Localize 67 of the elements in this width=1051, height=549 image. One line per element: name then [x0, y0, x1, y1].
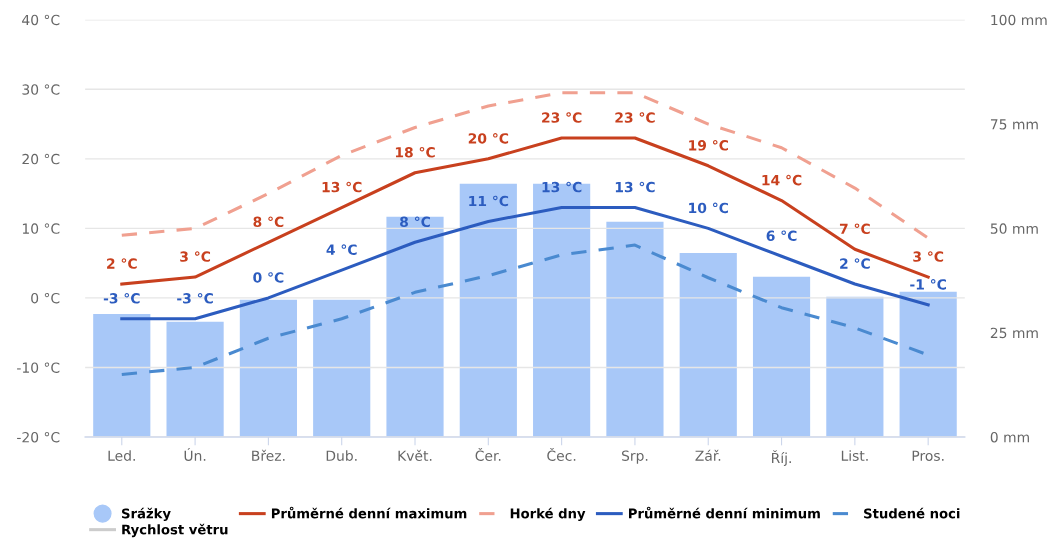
data-label: 2 °C: [840, 258, 870, 269]
data-label: 13 °C: [615, 181, 655, 193]
y2-tick-label: 0 mm: [990, 431, 1029, 443]
y-tick-label: -10 °C: [17, 362, 60, 373]
bar: [606, 221, 664, 437]
x-tick-label: Říj.: [772, 450, 791, 466]
y2-tick-label: 25 mm: [990, 327, 1038, 339]
y-tick-label: 20 °C: [22, 153, 60, 165]
data-label: 2 °C: [107, 258, 137, 269]
data-label: -3 °C: [103, 292, 140, 304]
data-label: 11 °C: [469, 195, 509, 207]
data-label: 3 °C: [913, 251, 944, 262]
data-label: 10 °C: [689, 202, 729, 214]
line-series: [120, 91, 930, 240]
data-label: 0 °C: [253, 272, 284, 283]
y2-tick-label: 100 mm: [991, 14, 1047, 26]
legend-label: Srážky: [121, 507, 171, 522]
data-label: 7 °C: [839, 223, 870, 235]
bar: [166, 321, 224, 437]
x-tick-label: Led.: [108, 450, 135, 461]
data-label: 4 °C: [326, 244, 357, 255]
bar: [533, 183, 591, 437]
data-label: 8 °C: [400, 216, 430, 228]
data-label: 14 °C: [762, 174, 802, 186]
data-label: -3 °C: [177, 292, 213, 304]
x-tick-label: Pros.: [912, 450, 944, 461]
data-label: 3 °C: [180, 251, 211, 262]
y-tick-label: 40 °C: [22, 14, 60, 26]
legend-label: Rychlost větru: [122, 523, 228, 538]
bar: [459, 183, 517, 437]
data-label: 6 °C: [766, 230, 797, 242]
bar: [239, 299, 297, 437]
data-label: 20 °C: [468, 133, 509, 144]
x-tick-label: Čer.: [475, 447, 501, 461]
bar: [679, 253, 737, 437]
bar: [752, 276, 811, 437]
legend-label: Horké dny: [510, 507, 586, 522]
bar: [826, 296, 884, 437]
legend-label: Průměrné denní minimum: [629, 506, 820, 519]
y-tick-label: 30 °C: [22, 84, 60, 95]
data-label: 13 °C: [542, 181, 582, 193]
y-tick-label: -20 °C: [17, 431, 60, 443]
y-tick-label: 10 °C: [22, 223, 60, 234]
x-tick-label: Čec.: [547, 447, 576, 461]
x-tick-label: Květ.: [398, 449, 432, 461]
data-label: 23 °C: [542, 112, 582, 123]
x-tick-label: Břez.: [252, 449, 285, 461]
y-tick-label: 0 °C: [31, 292, 60, 304]
bar: [313, 299, 371, 437]
bar: [386, 216, 444, 437]
data-label: 23 °C: [615, 112, 655, 123]
data-label: 18 °C: [395, 146, 435, 158]
bar: [899, 291, 957, 437]
x-tick-label: Dub.: [326, 450, 357, 461]
x-tick-label: List.: [841, 450, 868, 461]
x-tick-label: Ún.: [184, 447, 206, 461]
y2-tick-label: 50 mm: [990, 223, 1038, 234]
data-label: 13 °C: [322, 181, 362, 193]
x-tick-label: Zář.: [695, 449, 721, 461]
x-tick-label: Srp.: [621, 450, 648, 464]
y2-tick-label: 75 mm: [990, 119, 1038, 130]
data-label: 19 °C: [689, 140, 729, 151]
data-label: 8 °C: [253, 216, 284, 228]
legend-label: Studené noci: [864, 507, 960, 519]
legend-label: Průměrné denní maximum: [271, 506, 467, 519]
bar: [93, 313, 151, 437]
data-label: -1 °C: [910, 279, 946, 290]
